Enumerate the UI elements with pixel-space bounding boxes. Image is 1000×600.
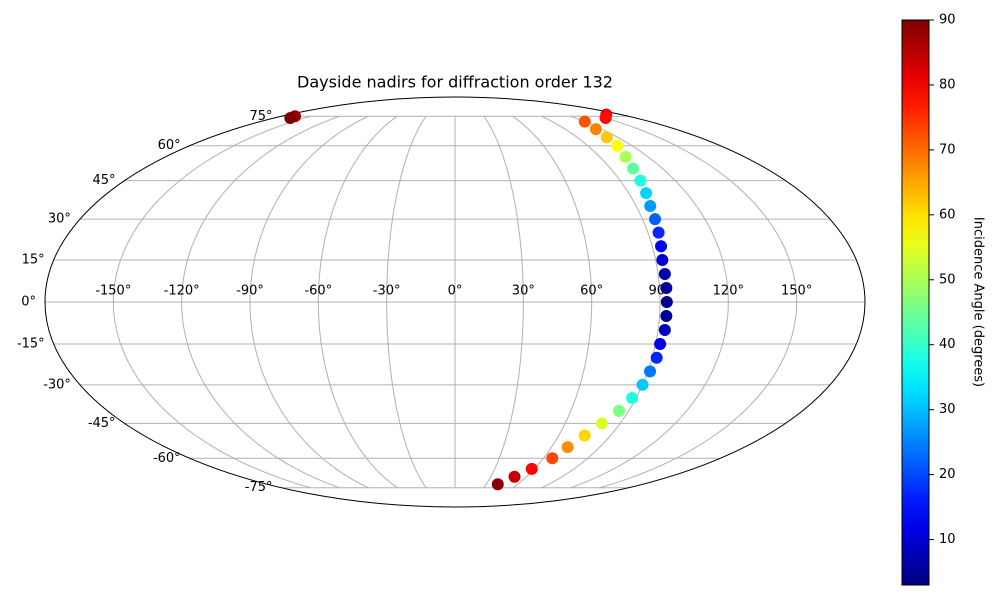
data-point [600,131,613,144]
data-point [658,267,671,280]
grid-line [317,115,398,489]
y-tick-label: 0° [21,295,36,310]
data-point [649,213,662,226]
data-point [660,296,673,308]
x-tick-label: -120° [164,284,200,299]
data-point [655,240,668,253]
grid-line [112,115,311,489]
data-point [613,404,626,417]
data-point [284,111,297,124]
y-tick-label: -30° [43,377,71,392]
data-point [525,462,538,475]
colorbar-tick-label: 80 [939,77,956,92]
data-point [654,337,667,350]
x-tick-label: 120° [713,284,744,299]
data-point [546,452,559,465]
data-point [634,174,647,187]
grid-line [249,115,369,489]
data-point [650,351,663,364]
data-point [561,441,574,454]
colorbar-tick-label: 70 [939,142,956,157]
x-tick-label: -90° [236,284,264,299]
x-tick-label: -150° [95,284,131,299]
data-point [578,429,591,442]
y-tick-label: 75° [249,109,272,124]
data-point [627,162,640,175]
map-boundary [44,96,866,508]
y-tick-label: 60° [158,138,181,153]
x-tick-label: 0° [448,284,463,299]
data-point [626,391,639,404]
colorbar-tick-label: 60 [939,207,956,222]
y-tick-label: 45° [93,173,116,188]
data-point [508,470,521,483]
grid-line [570,115,729,489]
data-point [644,365,657,378]
chart-title: Dayside nadirs for diffraction order 132 [297,73,613,92]
x-tick-label: 30° [512,284,535,299]
y-tick-label: -45° [88,416,116,431]
data-point [660,281,673,294]
grid-line [541,115,661,489]
data-point [652,226,665,239]
data-point [660,310,673,323]
grid-line [181,115,340,489]
data-point [619,150,632,163]
x-tick-label: 60° [580,284,603,299]
data-point [640,187,653,200]
grid-line [599,115,798,489]
y-tick-label: -75° [245,480,273,495]
colorbar-tick-label: 50 [939,272,956,287]
colorbar-label: Incidence Angle (degrees) [971,217,986,387]
data-point [578,115,591,128]
grid [45,115,865,489]
grid-line [386,115,427,489]
x-tick-label: 150° [781,284,812,299]
y-tick-label: -15° [17,336,45,351]
grid-line [512,115,593,489]
colorbar-tick-label: 90 [939,13,956,28]
data-point [491,478,504,491]
data-point [589,123,602,136]
x-tick-label: -30° [373,284,401,299]
y-tick-label: 15° [22,253,45,268]
data-point [658,324,671,337]
data-point [611,139,624,152]
colorbar-tick-label: 30 [939,402,956,417]
grid-line [483,115,524,489]
x-tick-label: -60° [304,284,332,299]
y-tick-label: -60° [153,451,181,466]
data-point [599,111,612,124]
data-point [636,378,649,391]
data-point [595,417,608,430]
colorbar [901,19,930,586]
data-point [644,200,657,213]
y-tick-label: 30° [48,212,71,227]
data-point [656,254,669,267]
colorbar-tick-label: 40 [939,337,956,352]
colorbar-tick-label: 10 [939,532,956,547]
colorbar-tick-label: 20 [939,467,956,482]
